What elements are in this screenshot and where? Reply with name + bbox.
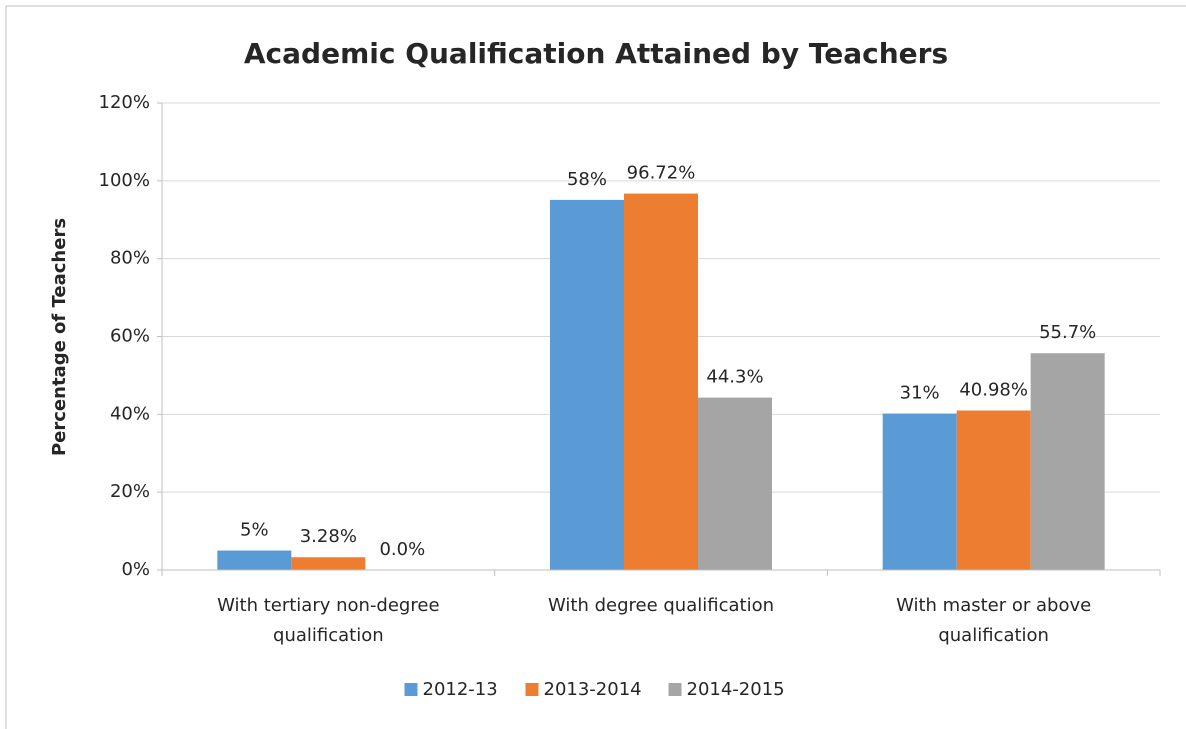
legend-label: 2012-13 <box>423 679 498 700</box>
bar <box>624 193 698 570</box>
data-label: 0.0% <box>379 539 425 560</box>
legend-swatch <box>404 683 418 696</box>
data-label: 55.7% <box>1039 322 1096 343</box>
bar <box>882 413 957 570</box>
y-tick-label: 60% <box>110 326 150 347</box>
y-tick-label: 40% <box>110 403 150 424</box>
chart-title: Academic Qualification Attained by Teach… <box>244 37 948 70</box>
bar <box>291 557 366 570</box>
legend-label: 2013-2014 <box>544 679 642 700</box>
y-tick-label: 20% <box>110 481 150 502</box>
data-label: 40.98% <box>959 380 1028 401</box>
bar <box>217 550 292 570</box>
bar <box>698 397 772 570</box>
y-tick-label: 80% <box>110 248 150 269</box>
legend-swatch <box>525 683 539 696</box>
data-label: 3.28% <box>300 526 357 547</box>
data-label: 58% <box>567 169 607 190</box>
y-tick-label: 0% <box>121 559 150 580</box>
data-label: 96.72% <box>627 163 696 184</box>
legend-swatch <box>668 683 682 696</box>
bar <box>956 410 1031 570</box>
y-tick-label: 100% <box>99 170 150 191</box>
data-label: 31% <box>900 383 940 404</box>
bar <box>550 199 624 570</box>
bar <box>1030 353 1105 570</box>
legend-label: 2014-2015 <box>687 679 785 700</box>
data-label: 44.3% <box>706 367 763 388</box>
y-tick-label: 120% <box>99 92 150 113</box>
x-tick-label: With tertiary non-degree qualification <box>217 595 440 646</box>
x-tick-label: With master or above qualification <box>896 595 1092 646</box>
y-axis-title: Percentage of Teachers <box>49 218 70 456</box>
x-tick-label: With degree qualification <box>547 595 774 616</box>
data-label: 5% <box>240 520 269 541</box>
